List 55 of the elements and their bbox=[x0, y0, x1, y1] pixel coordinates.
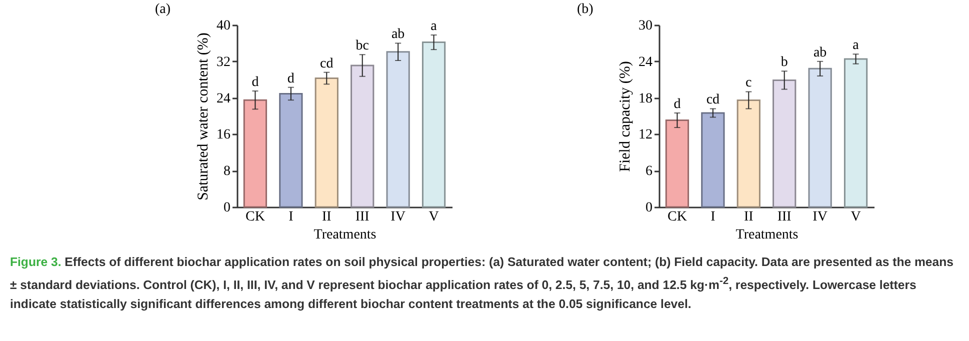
x-tick-label: II bbox=[322, 210, 332, 224]
y-axis-title: Saturated water content (%) bbox=[196, 32, 212, 200]
annotation: a bbox=[430, 19, 438, 34]
bar bbox=[808, 68, 832, 208]
bar bbox=[736, 99, 760, 208]
x-tick-label: IV bbox=[812, 210, 828, 224]
x-tick-label: III bbox=[777, 210, 792, 224]
annotation: a bbox=[852, 38, 860, 54]
bar bbox=[279, 92, 303, 208]
annotation: cd bbox=[320, 56, 334, 72]
x-tick-label: V bbox=[428, 210, 439, 224]
y-tick-label: 30 bbox=[638, 18, 652, 34]
y-tick-label: 16 bbox=[216, 128, 230, 143]
annotation: bc bbox=[356, 38, 369, 54]
y-tick-label: 40 bbox=[216, 18, 230, 34]
annotation: b bbox=[780, 55, 788, 70]
bar bbox=[772, 79, 796, 208]
bar bbox=[422, 42, 446, 208]
x-tick-label: III bbox=[355, 210, 370, 224]
bar bbox=[701, 112, 725, 208]
x-tick-label: IV bbox=[390, 210, 406, 224]
annotation: d bbox=[287, 71, 294, 86]
y-tick-label: 8 bbox=[224, 164, 230, 180]
x-axis-title: Treatments bbox=[736, 228, 798, 242]
y-tick-label: 12 bbox=[638, 128, 652, 143]
y-tick-label: 0 bbox=[646, 200, 652, 216]
y-tick-label: 18 bbox=[638, 91, 652, 106]
x-tick-label: II bbox=[744, 210, 754, 224]
x-tick-label: I bbox=[288, 210, 294, 224]
bar bbox=[350, 64, 374, 208]
annotation: d bbox=[252, 74, 259, 90]
y-tick-label: 6 bbox=[646, 164, 652, 180]
chart-title: (b) bbox=[577, 2, 594, 17]
y-tick-label: 32 bbox=[216, 54, 230, 70]
annotation: c bbox=[746, 76, 752, 91]
annotation: d bbox=[674, 96, 681, 112]
y-axis-title: Field capacity (%) bbox=[618, 61, 634, 172]
x-axis-title: Treatments bbox=[314, 228, 376, 242]
bar bbox=[314, 77, 338, 208]
annotation: ab bbox=[391, 27, 405, 42]
bar bbox=[665, 119, 690, 208]
annotation: ab bbox=[813, 45, 827, 60]
bar bbox=[844, 58, 868, 208]
bar bbox=[386, 51, 410, 208]
x-tick-label: CK bbox=[245, 210, 265, 224]
annotation: cd bbox=[706, 92, 720, 108]
y-tick-label: 0 bbox=[224, 200, 230, 216]
x-tick-label: V bbox=[850, 210, 861, 224]
bar bbox=[243, 99, 268, 208]
x-tick-label: I bbox=[710, 210, 716, 224]
x-tick-label: CK bbox=[667, 210, 687, 224]
y-tick-label: 24 bbox=[638, 54, 652, 70]
text: Figure 3. Effects of different biochar application rates on soil physical properties: (a) Saturated water content; (b) Field capacity. Data are presented as the means ± standard deviations. Control (CK), I, II, III, IV, and V represent biochar application rates of 0, 2.5, 5, 7.5, 10, and 12.5 kg·m$^{-2}$, respectively. Lowercase letters indicate statistically significant differences among different biochar content treatments at the 0.05 significance level. bbox=[10, 255, 954, 312]
y-tick-label: 24 bbox=[216, 91, 230, 106]
chart-title: (a) bbox=[155, 2, 171, 17]
